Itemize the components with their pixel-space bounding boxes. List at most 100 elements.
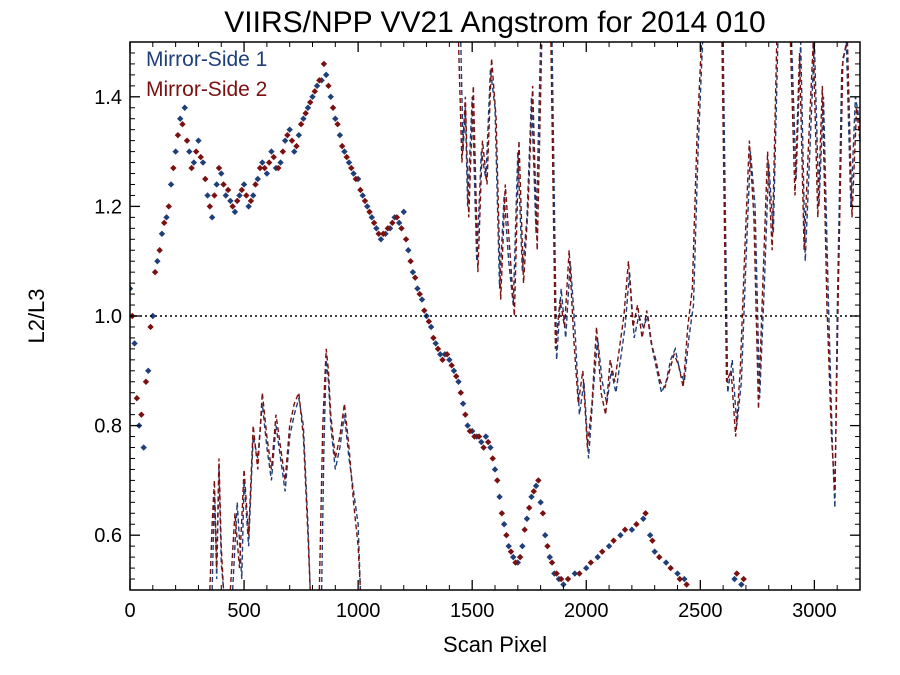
data-point-series2-78 <box>484 438 492 446</box>
data-point-series2-19 <box>215 164 223 172</box>
data-point-series2-37 <box>297 121 305 128</box>
data-point-series2-8 <box>165 203 172 210</box>
data-point-series2-7 <box>161 219 168 227</box>
x-tick-label-2: 1000 <box>336 600 381 622</box>
data-point-series1-25 <box>240 181 248 188</box>
dashed-line-1-6 <box>789 42 860 492</box>
data-point-series2-9 <box>170 164 177 172</box>
data-point-series1-43 <box>322 71 330 79</box>
data-point-series1-37 <box>295 131 303 139</box>
data-point-series2-44 <box>329 104 337 111</box>
data-point-series2-62 <box>411 274 419 281</box>
data-point-series1-35 <box>286 126 293 133</box>
data-point-series1-19 <box>213 181 220 188</box>
data-point-series2-94 <box>557 575 565 583</box>
data-point-series2-89 <box>535 477 542 484</box>
data-point-series1-72 <box>455 378 462 385</box>
data-point-series1-81 <box>496 493 503 501</box>
data-point-series2-45 <box>334 121 341 128</box>
data-point-series1-3 <box>140 444 147 451</box>
data-point-series1-16 <box>199 159 207 166</box>
data-point-series1-96 <box>571 570 579 577</box>
data-point-series2-74 <box>466 427 474 435</box>
data-point-series2-39 <box>307 99 314 106</box>
data-point-series1-107 <box>681 575 688 583</box>
data-point-series2-20 <box>220 181 227 188</box>
data-point-series1-82 <box>500 521 508 528</box>
data-point-series2-81 <box>498 510 506 517</box>
data-point-series2-84 <box>512 559 519 566</box>
y-tick-label-1: 0.8 <box>94 416 122 438</box>
data-point-series2-82 <box>503 532 510 539</box>
data-point-series1-11 <box>176 115 184 122</box>
data-point-series2-26 <box>247 197 255 205</box>
data-point-series1-39 <box>304 104 312 111</box>
data-point-series1-22 <box>227 197 234 205</box>
data-point-series1-108 <box>731 575 738 583</box>
dashed-line-0-5 <box>722 42 779 426</box>
y-axis: 0.6 0.8 1.0 1.2 1.4 <box>94 41 860 591</box>
data-point-series2-16 <box>202 175 209 183</box>
data-point-series1-92 <box>546 553 553 561</box>
data-point-series2-22 <box>229 203 236 210</box>
data-point-series2-80 <box>494 477 501 484</box>
data-point-series2-57 <box>389 219 396 227</box>
data-point-series1-95 <box>560 581 567 588</box>
data-point-series1-49 <box>350 170 357 177</box>
data-point-series1-74 <box>464 422 471 429</box>
x-tick-label-5: 2500 <box>678 600 723 622</box>
data-point-series1-40 <box>309 93 316 100</box>
data-point-series2-77 <box>480 444 487 451</box>
data-point-series2-41 <box>316 77 323 84</box>
scatter-points-layer <box>130 60 747 588</box>
data-point-series1-48 <box>345 159 353 166</box>
data-point-series1-109 <box>738 581 745 588</box>
data-point-series1-103 <box>646 532 654 539</box>
data-point-series1-24 <box>236 192 243 199</box>
data-point-series2-35 <box>288 137 296 144</box>
data-point-series2-88 <box>530 488 537 495</box>
data-point-series2-86 <box>521 526 528 533</box>
data-point-series1-0 <box>130 285 134 292</box>
data-point-series2-1 <box>133 395 141 402</box>
data-point-series1-44 <box>327 93 334 100</box>
data-point-series1-83 <box>505 542 512 550</box>
data-point-series1-99 <box>605 542 613 550</box>
data-point-series2-103 <box>649 537 656 544</box>
data-point-series2-73 <box>462 411 469 418</box>
data-point-series1-41 <box>313 82 321 90</box>
data-point-series2-68 <box>439 356 446 364</box>
data-point-series1-46 <box>336 131 344 139</box>
data-point-series2-23 <box>234 197 241 205</box>
data-point-series2-30 <box>265 159 273 166</box>
data-point-series2-106 <box>676 575 683 583</box>
data-point-series2-76 <box>475 433 483 440</box>
x-tick-label-1: 500 <box>227 600 260 622</box>
data-point-series2-15 <box>197 153 204 161</box>
data-point-series1-55 <box>377 236 385 243</box>
data-point-series2-93 <box>553 570 560 577</box>
dashed-line-0-6 <box>790 42 860 508</box>
data-point-series1-79 <box>487 444 494 451</box>
data-point-series2-99 <box>610 537 617 544</box>
data-point-series2-92 <box>548 559 556 566</box>
data-point-series2-66 <box>430 334 437 342</box>
data-point-series1-26 <box>245 203 252 210</box>
data-point-series1-105 <box>662 559 670 566</box>
data-point-series1-9 <box>167 181 175 188</box>
data-point-series1-7 <box>158 230 166 237</box>
data-point-series1-101 <box>628 526 636 533</box>
data-point-series1-12 <box>181 104 188 111</box>
data-point-series1-28 <box>254 175 261 183</box>
data-point-series2-32 <box>275 164 282 172</box>
data-point-series1-21 <box>222 192 230 199</box>
dashed-line-0-1 <box>231 398 311 590</box>
data-point-series1-23 <box>231 208 239 216</box>
data-point-series2-87 <box>526 504 533 511</box>
dashed-line-0-2 <box>320 359 362 590</box>
data-point-series1-91 <box>541 532 549 539</box>
data-point-series2-101 <box>633 521 640 528</box>
dashed-line-1-0 <box>209 458 225 590</box>
x-tick-label-0: 0 <box>124 600 135 622</box>
